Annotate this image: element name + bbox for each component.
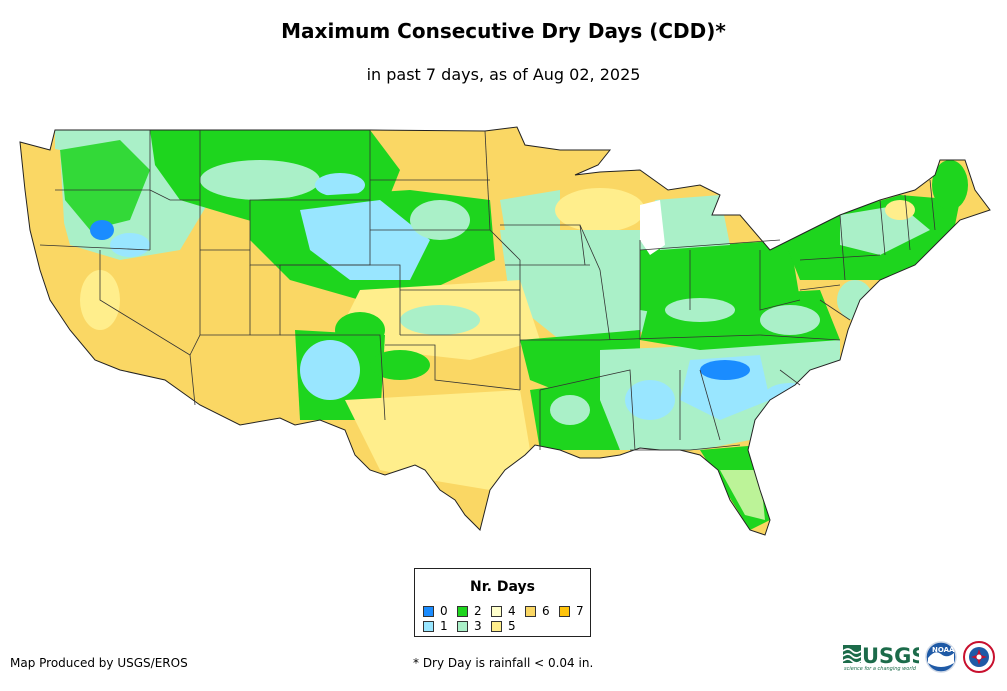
- legend-swatch-3: [457, 620, 468, 632]
- usgs-wave-icon: [843, 645, 862, 664]
- noaa-wordmark: NOAA: [932, 646, 955, 654]
- legend-item-7: 7: [559, 604, 584, 618]
- legend-label-1: 1: [440, 619, 448, 633]
- usgs-wordmark: USGS: [862, 644, 919, 668]
- map-credit: Map Produced by USGS/EROS: [10, 656, 188, 670]
- usgs-logo: USGS science for a changing world: [843, 644, 919, 672]
- nws-logo: [963, 641, 995, 673]
- legend-swatch-2: [457, 605, 468, 617]
- legend-item-6: 6: [525, 604, 550, 618]
- legend-label-3: 3: [474, 619, 482, 633]
- legend-swatch-1: [423, 620, 434, 632]
- legend-swatch-4: [491, 605, 502, 617]
- legend-label-7: 7: [576, 604, 584, 618]
- noaa-bird-icon: [928, 652, 954, 667]
- cdd-map: [19, 126, 991, 536]
- map-legend: Nr. Days 0 1 2 3 4 5 6 7: [414, 568, 591, 637]
- legend-item-1: 1: [423, 619, 448, 633]
- nws-emblem-icon: [963, 641, 995, 673]
- legend-item-5: 5: [491, 619, 516, 633]
- map-subtitle: in past 7 days, as of Aug 02, 2025: [366, 65, 641, 84]
- legend-swatch-7: [559, 605, 570, 617]
- legend-title: Nr. Days: [470, 579, 535, 595]
- legend-label-0: 0: [440, 604, 448, 618]
- legend-swatch-0: [423, 605, 434, 617]
- cdd-raster: [20, 127, 990, 535]
- dry-day-footnote: * Dry Day is rainfall < 0.04 in.: [413, 656, 594, 670]
- legend-item-0: 0: [423, 604, 448, 618]
- noaa-logo: NOAA: [925, 641, 957, 673]
- legend-item-4: 4: [491, 604, 516, 618]
- state-boundaries: [39, 130, 936, 451]
- legend-label-4: 4: [508, 604, 516, 618]
- legend-item-2: 2: [457, 604, 482, 618]
- legend-label-5: 5: [508, 619, 516, 633]
- legend-swatch-6: [525, 605, 536, 617]
- legend-label-6: 6: [542, 604, 550, 618]
- legend-item-3: 3: [457, 619, 482, 633]
- map-title: Maximum Consecutive Dry Days (CDD)*: [281, 19, 726, 43]
- usgs-tagline: science for a changing world: [844, 666, 917, 672]
- legend-swatch-5: [491, 620, 502, 632]
- legend-label-2: 2: [474, 604, 482, 618]
